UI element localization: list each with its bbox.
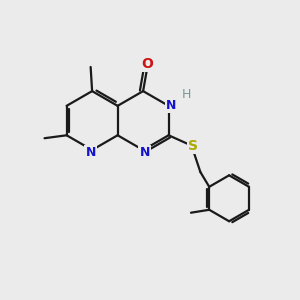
Text: N: N xyxy=(166,99,176,112)
Text: N: N xyxy=(85,146,96,159)
Text: H: H xyxy=(182,88,192,101)
Text: S: S xyxy=(188,139,198,153)
Text: O: O xyxy=(142,57,154,71)
Text: N: N xyxy=(140,146,150,159)
